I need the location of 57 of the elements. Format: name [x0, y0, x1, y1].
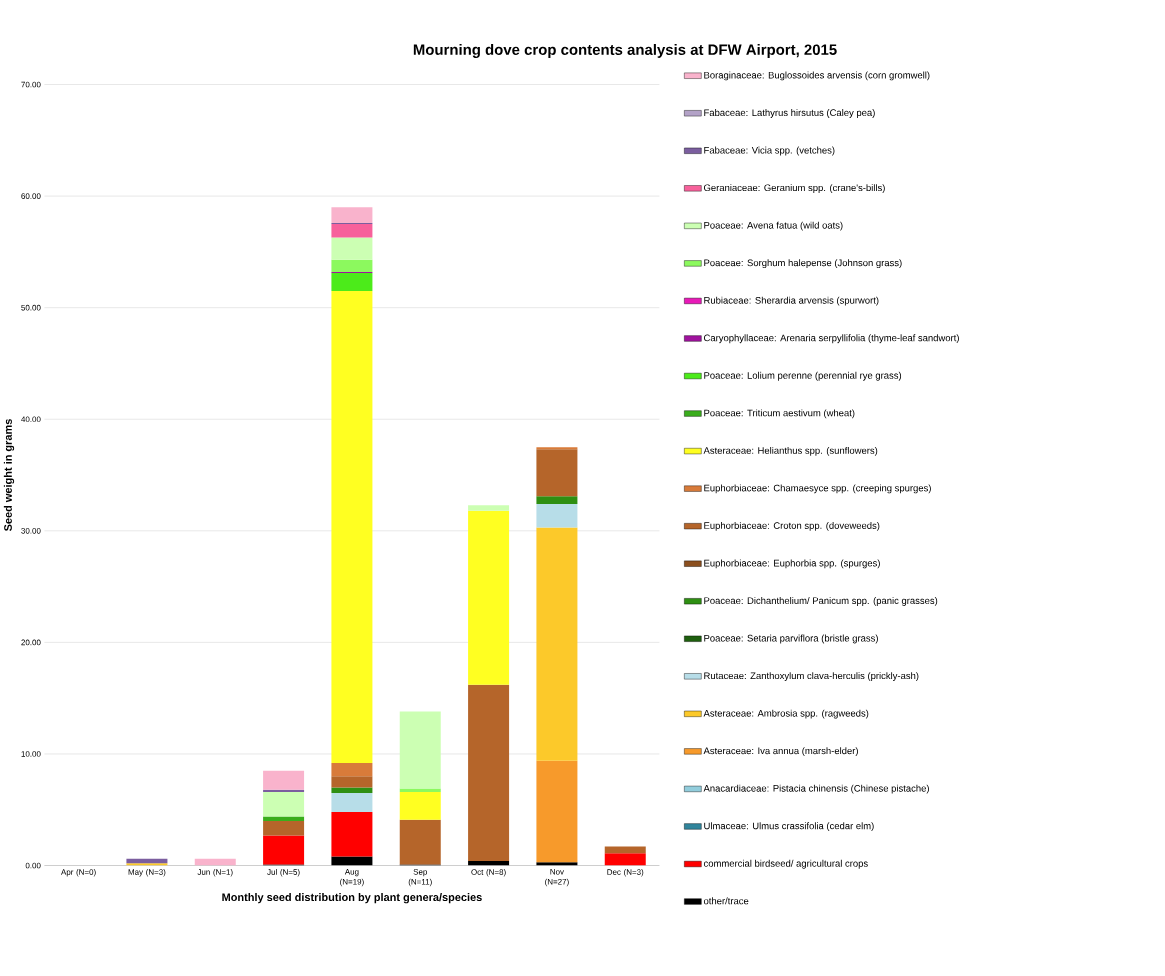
- legend-label: Geraniaceae: Geranium spp. (crane's-bills): [704, 184, 885, 193]
- bar: [468, 505, 510, 511]
- bar: [331, 793, 373, 812]
- legend-label: Fabaceae: Vicia spp. (vetches): [704, 146, 835, 156]
- bar: [604, 853, 646, 866]
- legend-label: Poaceae: Sorghum halepense (Johnson grass): [704, 259, 902, 269]
- bar: [331, 776, 373, 788]
- legend-label: Euphorbiaceae: Croton spp. (doveweeds): [704, 521, 880, 531]
- legend-label: Euphorbiaceae: Euphorbia spp. (spurges): [704, 559, 880, 569]
- bar: [331, 290, 373, 763]
- bar: [331, 237, 373, 260]
- legend-label: Rubiaceae: Sherardia arvensis (spurwort): [704, 296, 879, 306]
- bar: [468, 510, 510, 685]
- legend-label: Anacardiaceae: Pistacia chinensis (Chinese pistache): [703, 784, 929, 794]
- bar: [399, 819, 441, 865]
- legend-label: Poaceae: Avena fatua (wild oats): [704, 221, 843, 231]
- bar: [468, 684, 510, 862]
- bar: [263, 791, 305, 817]
- chart-title: Mourning dove crop contents analysis at DFW Airport, 2015: [413, 43, 837, 58]
- bar: [263, 820, 305, 836]
- y-axis-title: Seed weight in grams: [3, 419, 15, 532]
- legend-label: Ulmaceae: Ulmus crassifolia (cedar elm): [704, 822, 874, 832]
- bar: [331, 787, 373, 794]
- legend-label: Caryophyllaceae: Arenaria serpyllifolia (thyme-leaf sandwort): [704, 334, 959, 344]
- bar: [536, 504, 578, 528]
- x-axis-title: Monthly seed distribution by plant genera/species: [222, 893, 482, 904]
- bar: [331, 273, 373, 291]
- bar: [263, 835, 305, 865]
- legend-label: Poaceae: Lolium perenne (perennial rye grass): [704, 371, 902, 381]
- legend-label: commercial birdseed/ agricultural crops: [703, 859, 868, 869]
- bar: [126, 858, 168, 864]
- legend-label: Boraginaceae: Buglossoides arvensis (corn gromwell): [704, 71, 930, 81]
- legend-label: Poaceae: Setaria parviflora (bristle grass): [704, 634, 878, 644]
- bar: [263, 816, 305, 821]
- bar: [331, 207, 373, 223]
- bar: [331, 811, 373, 857]
- legend-label: Poaceae: Dichanthelium/ Panicum spp. (panic grasses): [704, 597, 938, 606]
- legend-label: Rutaceae: Zanthoxylum clava-herculis (prickly-ash): [704, 672, 919, 681]
- bar: [536, 447, 578, 450]
- bar: [536, 760, 578, 863]
- legend-label: Fabaceae: Lathyrus hirsutus (Caley pea): [704, 109, 875, 118]
- legend-label: Poaceae: Triticum aestivum (wheat): [704, 409, 855, 419]
- legend-label: other/trace: [703, 897, 749, 905]
- legend-label: Asteraceae: Helianthus spp. (sunflowers): [703, 446, 878, 456]
- bar: [331, 223, 373, 238]
- bar: [331, 259, 373, 272]
- bar: [536, 496, 578, 505]
- bar: [399, 711, 441, 789]
- bar: [331, 762, 373, 777]
- bar: [399, 791, 441, 820]
- bar: [263, 770, 305, 790]
- bar: [399, 788, 441, 792]
- bar: [536, 527, 578, 761]
- legend-label: Euphorbiaceae: Chamaesyce spp. (creeping spurges): [704, 484, 931, 494]
- bar: [536, 449, 578, 497]
- legend-label: Asteraceae: Iva annua (marsh-elder): [703, 747, 858, 757]
- legend-label: Asteraceae: Ambrosia spp. (ragweeds): [703, 709, 869, 719]
